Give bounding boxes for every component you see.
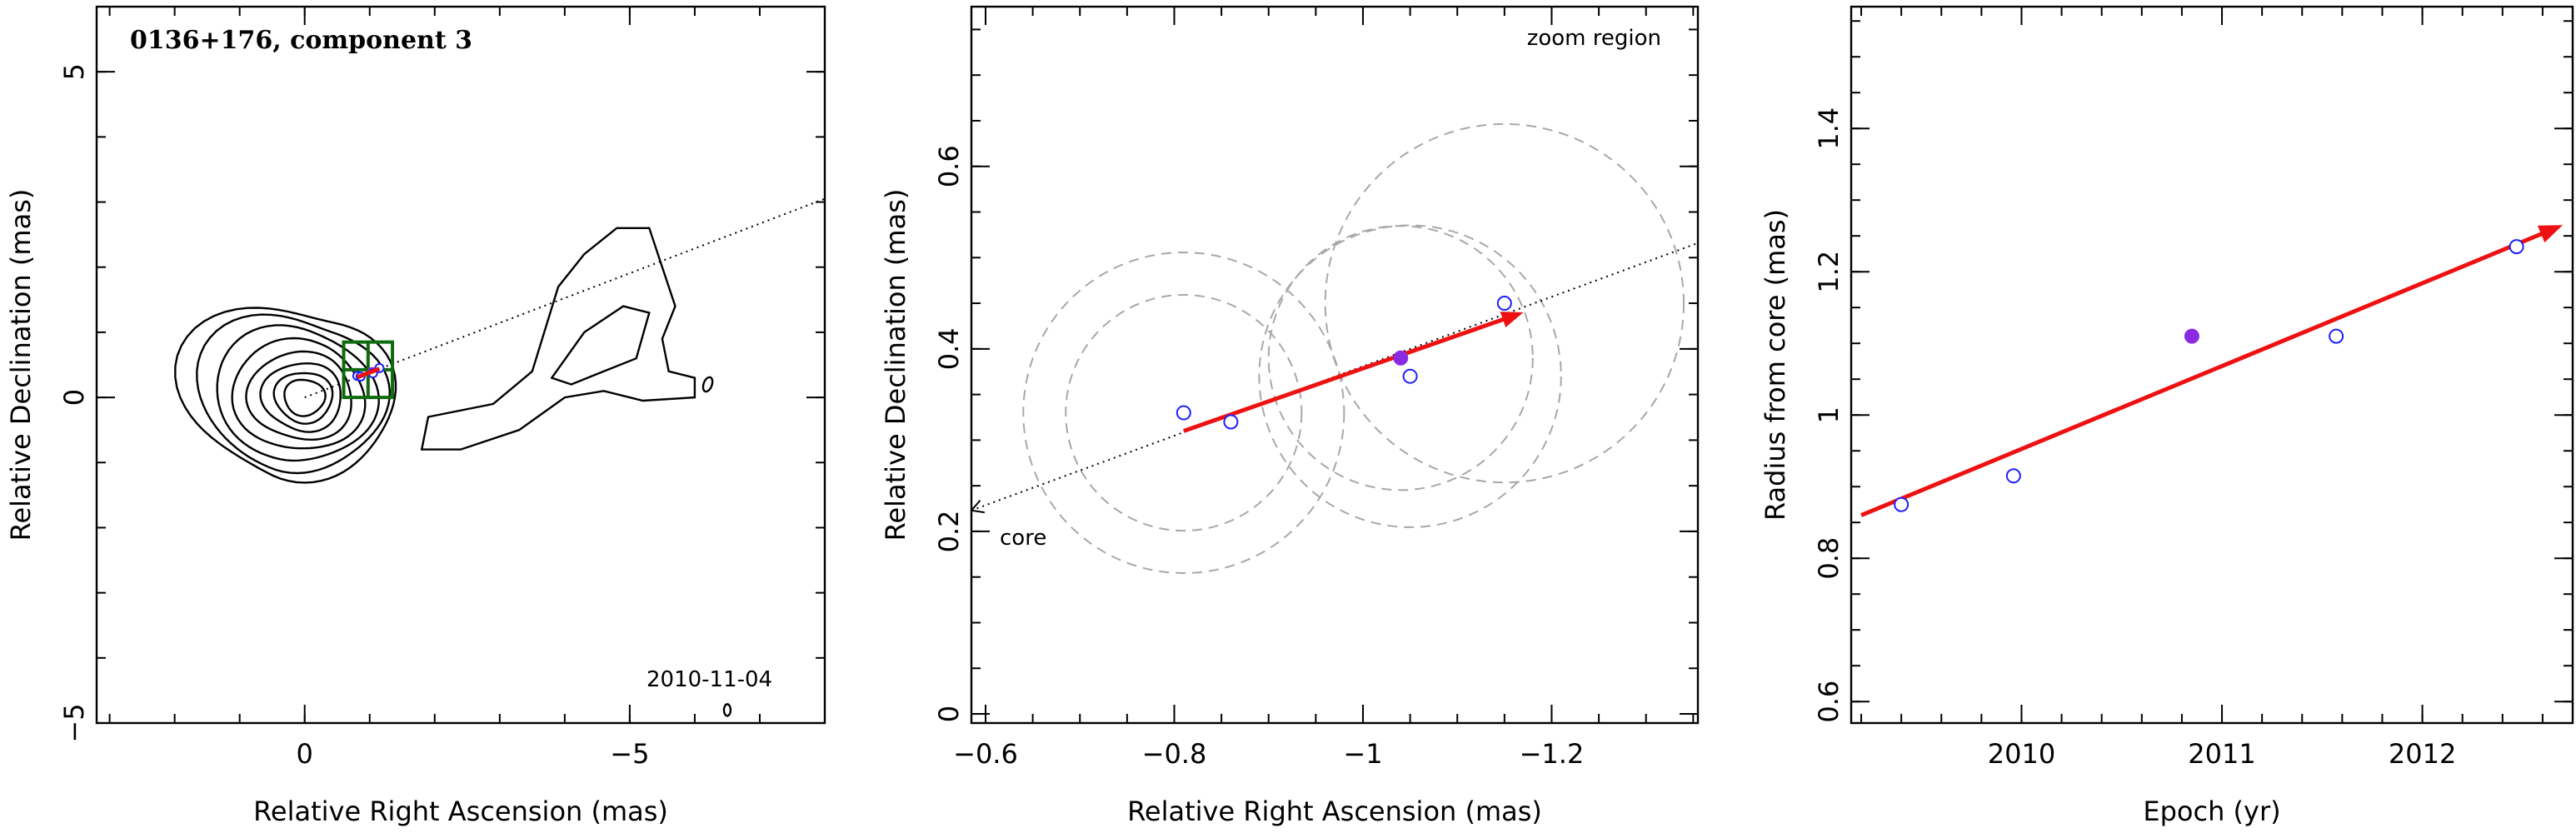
core-label: core [1000,526,1046,551]
zoom-xtick-label: −0.6 [953,738,1018,770]
motion-vector [1182,316,1509,433]
radius-xlabel: Epoch (yr) [2143,796,2280,827]
map-xtick-label: 0 [297,738,313,770]
radius-ytick-label: 0.8 [1813,537,1845,580]
fit-line [1860,229,2549,517]
panel-radius-frame [1850,5,2574,725]
jet-inner-contour [550,305,651,386]
data-point [1894,496,1910,512]
contour-level [272,372,334,425]
contour-level [245,350,352,441]
zoom-xtick-label: −1 [1343,738,1382,770]
zoom-region-label: zoom region [1527,26,1661,51]
panel-map-ticks: 0 −5 −5 0 5 [58,7,825,770]
radius-xtick-label: 2012 [2389,738,2456,770]
data-point [1496,296,1512,312]
zoom-xlabel: Relative Right Ascension (mas) [1127,796,1542,827]
data-point [2005,468,2021,484]
radius-ytick-label: 1 [1813,407,1845,423]
zoom-xtick-label: −0.8 [1142,738,1207,770]
epoch-label: 2010-11-04 [646,667,772,692]
motion-vector [357,367,381,380]
panel-zoom-ticks: −0.6 −0.8 −1 −1.2 0 0.2 0.4 0.6 [933,7,1698,770]
isolated-contour [722,703,732,717]
jet-contour [420,227,696,451]
zoom-xtick-label: −1.2 [1520,738,1585,770]
fit-line-head [2537,225,2563,243]
motion-vector-head [1500,312,1524,328]
contour-level [216,324,380,462]
direction-line [971,242,1699,511]
component-size-circle [1258,224,1562,528]
map-ylabel: Relative Declination (mas) [5,189,37,541]
zoom-ylabel: Relative Declination (mas) [880,189,911,541]
panel-zoom: −0.6 −0.8 −1 −1.2 0 0.2 0.4 0.6 zoom region cor… [880,5,1700,827]
data-point [2184,328,2199,344]
panel-radius: 2010 2011 2012 0.6 0.8 1 1.2 1.4 Epoch (yr) Rad… [1760,5,2574,827]
contour-map [174,227,732,717]
map-ytick-label: 0 [58,389,90,406]
map-ytick-label: 5 [58,63,90,80]
radius-ylabel: Radius from core (mas) [1760,209,1791,521]
map-xtick-label: −5 [610,738,649,770]
data-point [1402,368,1418,384]
contour-level [283,378,327,417]
radius-ytick-label: 0.6 [1813,681,1845,723]
map-xlabel: Relative Right Ascension (mas) [253,796,668,827]
core-arrow [971,509,985,514]
component-size-circle [1022,251,1345,575]
core-arrow [971,500,981,511]
contour-level [196,313,392,475]
zoom-ytick-label: 0.2 [933,510,965,552]
panel-zoom-marks [971,122,1699,575]
radius-ytick-label: 1.2 [1813,251,1845,293]
radius-ytick-label: 1.4 [1813,107,1845,150]
radius-xtick-label: 2010 [1988,738,2055,770]
data-point [2329,328,2344,344]
data-point [2509,239,2524,255]
zoom-ytick-label: 0.6 [933,145,965,187]
map-ytick-label: −5 [58,703,90,742]
panel-radius-ticks: 2010 2011 2012 0.6 0.8 1 1.2 1.4 [1813,7,2573,770]
zoom-ytick-label: 0.4 [933,327,965,370]
map-title: 0136+176, component 3 [130,26,472,55]
panel-map: 0 −5 −5 0 5 0136+176, component 3 2010-11-04… [5,5,826,827]
component-size-circle [1324,122,1685,484]
component-size-circle [1065,293,1303,532]
radius-xtick-label: 2011 [2188,738,2255,770]
panel-zoom-frame [970,5,1700,725]
isolated-contour [701,376,714,393]
contour-level [259,362,342,433]
contour-level [231,337,367,450]
zoom-ytick-label: 0 [933,706,965,722]
panel-radius-marks [1860,225,2563,517]
contour-level [174,307,397,484]
data-point [1223,414,1239,430]
data-point [1393,350,1409,366]
data-point [1176,405,1191,421]
panel-map-marks [304,197,826,400]
panel-map-frame [95,5,826,725]
